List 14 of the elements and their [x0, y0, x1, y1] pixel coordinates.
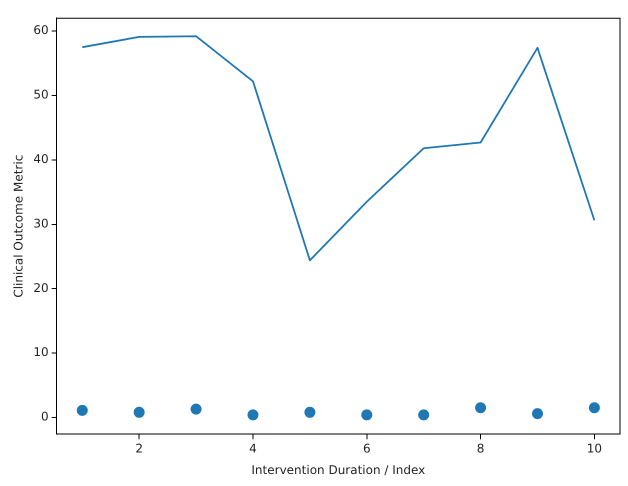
- x-tick-label: 8: [476, 442, 484, 456]
- y-tick-label: 10: [33, 345, 49, 360]
- y-tick-label: 50: [33, 88, 49, 102]
- x-tick-label: 4: [249, 442, 257, 456]
- x-tick-label: 6: [362, 442, 371, 456]
- x-tick-label: 2: [135, 442, 143, 456]
- y-tick-label: 20: [33, 280, 49, 295]
- y-tick-label: 40: [33, 152, 49, 166]
- y-tick-label: 60: [33, 23, 49, 38]
- y-axis-title: Clinical Outcome Metric: [11, 154, 26, 298]
- x-tick-label: 10: [586, 442, 602, 456]
- x-axis-title: Intervention Duration / Index: [251, 462, 426, 477]
- y-tick-label: 0: [41, 410, 49, 424]
- y-tick-label: 30: [33, 216, 49, 230]
